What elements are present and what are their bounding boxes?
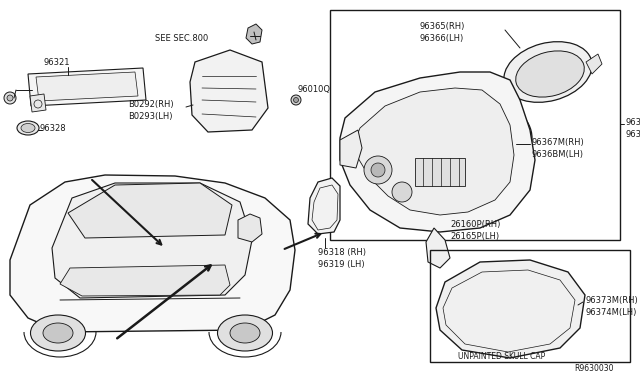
Ellipse shape	[17, 121, 39, 135]
Text: 96302M(LH): 96302M(LH)	[626, 130, 640, 139]
Text: 96301M(RH): 96301M(RH)	[626, 118, 640, 127]
Ellipse shape	[516, 51, 584, 97]
Text: 96366(LH): 96366(LH)	[420, 34, 464, 43]
Polygon shape	[52, 183, 252, 298]
Circle shape	[371, 163, 385, 177]
Ellipse shape	[504, 42, 592, 102]
Text: B0292(RH): B0292(RH)	[128, 100, 173, 109]
Text: 96319 (LH): 96319 (LH)	[318, 260, 365, 269]
Polygon shape	[10, 175, 295, 332]
Text: UNPAINTED SKULL CAP: UNPAINTED SKULL CAP	[458, 352, 545, 361]
Text: SEE SEC.800: SEE SEC.800	[155, 34, 208, 43]
Ellipse shape	[43, 323, 73, 343]
Circle shape	[392, 182, 412, 202]
Polygon shape	[238, 214, 262, 242]
Polygon shape	[28, 68, 146, 106]
Text: R9630030: R9630030	[574, 364, 614, 372]
Polygon shape	[356, 88, 514, 215]
Polygon shape	[60, 265, 230, 296]
Text: 9636BM(LH): 9636BM(LH)	[532, 150, 584, 159]
Polygon shape	[68, 183, 232, 238]
Polygon shape	[340, 130, 362, 168]
Text: B0293(LH): B0293(LH)	[128, 112, 173, 121]
Ellipse shape	[218, 315, 273, 351]
Text: 96373M(RH): 96373M(RH)	[585, 296, 637, 305]
Text: 96367M(RH): 96367M(RH)	[532, 138, 585, 147]
Bar	[330, 10, 620, 240]
Ellipse shape	[473, 126, 503, 150]
Text: 96010Q: 96010Q	[298, 85, 331, 94]
Circle shape	[291, 95, 301, 105]
Text: 26165P(LH): 26165P(LH)	[450, 232, 499, 241]
Polygon shape	[246, 24, 262, 44]
Text: 96321: 96321	[44, 58, 70, 67]
Polygon shape	[30, 94, 46, 112]
Text: 96328: 96328	[40, 124, 67, 133]
Text: 96318 (RH): 96318 (RH)	[318, 248, 366, 257]
Ellipse shape	[21, 124, 35, 132]
Circle shape	[364, 156, 392, 184]
Ellipse shape	[31, 315, 86, 351]
Polygon shape	[36, 72, 138, 101]
Circle shape	[482, 132, 494, 144]
Polygon shape	[190, 50, 268, 132]
Polygon shape	[308, 178, 340, 234]
Circle shape	[294, 97, 298, 103]
Ellipse shape	[444, 102, 532, 174]
Text: 26160P(RH): 26160P(RH)	[450, 220, 500, 229]
Text: 96374M(LH): 96374M(LH)	[585, 308, 636, 317]
Ellipse shape	[456, 112, 520, 164]
Polygon shape	[340, 72, 535, 232]
Circle shape	[7, 95, 13, 101]
Bar	[415, 158, 465, 186]
Ellipse shape	[230, 323, 260, 343]
Polygon shape	[426, 228, 450, 268]
Bar	[430, 250, 630, 362]
Polygon shape	[586, 54, 602, 74]
Text: 96365(RH): 96365(RH)	[420, 22, 465, 31]
Circle shape	[4, 92, 16, 104]
Polygon shape	[436, 260, 585, 358]
